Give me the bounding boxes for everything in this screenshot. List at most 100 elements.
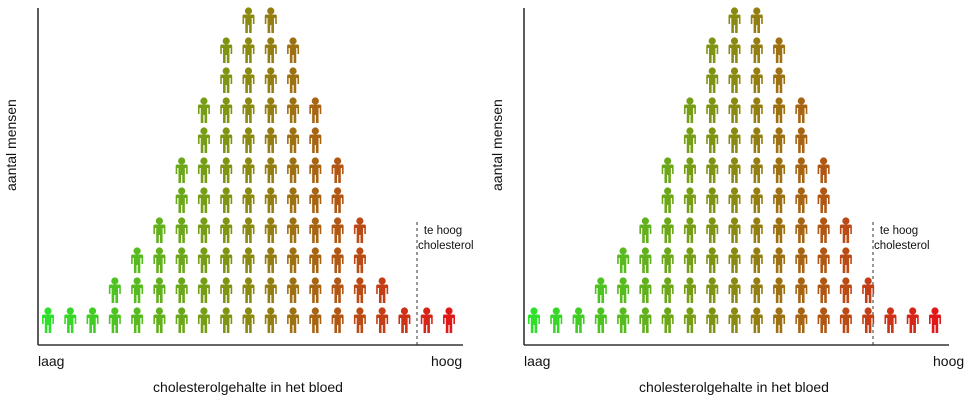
person-icon <box>287 97 300 123</box>
person-icon <box>661 277 674 303</box>
person-icon <box>197 97 210 123</box>
person-icon <box>706 307 719 333</box>
annotation-line-2: cholesterol <box>418 240 474 252</box>
person-icon <box>750 307 763 333</box>
person-icon <box>817 187 830 213</box>
person-icon <box>197 307 210 333</box>
x-axis-low-label: laag <box>38 353 65 369</box>
person-icon <box>331 217 344 243</box>
person-icon <box>750 217 763 243</box>
person-icon <box>443 307 455 333</box>
person-icon <box>331 157 344 183</box>
person-icon <box>773 307 786 333</box>
person-icon <box>242 157 255 183</box>
person-icon <box>242 277 255 303</box>
person-icon <box>773 127 786 153</box>
person-icon <box>706 67 719 93</box>
person-icon <box>683 307 696 333</box>
person-icon <box>175 217 188 243</box>
person-icon <box>728 307 741 333</box>
person-icon <box>839 247 852 273</box>
person-icon <box>175 307 188 333</box>
person-icon <box>42 307 54 333</box>
person-icon <box>750 187 763 213</box>
cutoff-annotation: te hoog cholesterol <box>874 224 930 254</box>
person-icon <box>197 277 210 303</box>
annotation-line-1: te hoog <box>879 225 919 237</box>
people-group <box>42 7 455 333</box>
x-axis-low-label: laag <box>524 353 551 369</box>
person-icon <box>309 157 322 183</box>
person-icon <box>706 247 719 273</box>
person-icon <box>220 247 233 273</box>
person-icon <box>773 37 786 63</box>
person-icon <box>287 157 300 183</box>
person-icon <box>220 277 233 303</box>
person-icon <box>331 187 344 213</box>
person-icon <box>420 307 433 333</box>
person-icon <box>929 307 941 333</box>
person-icon <box>639 217 652 243</box>
person-icon <box>683 127 696 153</box>
person-icon <box>773 247 786 273</box>
annotation-line-1: te hoog <box>423 225 463 237</box>
person-icon <box>528 307 540 333</box>
person-icon <box>728 7 741 33</box>
person-icon <box>242 7 255 33</box>
person-icon <box>862 307 875 333</box>
person-icon <box>287 37 300 63</box>
person-icon <box>131 277 144 303</box>
person-icon <box>242 187 255 213</box>
person-icon <box>773 97 786 123</box>
person-icon <box>353 247 366 273</box>
person-icon <box>839 307 852 333</box>
person-icon <box>242 97 255 123</box>
person-icon <box>817 217 830 243</box>
person-icon <box>309 307 322 333</box>
person-icon <box>639 247 652 273</box>
person-icon <box>131 247 144 273</box>
person-icon <box>661 187 674 213</box>
person-icon <box>175 247 188 273</box>
person-icon <box>728 67 741 93</box>
person-icon <box>309 277 322 303</box>
chart-panel-left: aantal mensen laag hoog cholesterolgehal… <box>3 7 474 395</box>
person-icon <box>264 97 277 123</box>
person-icon <box>197 127 210 153</box>
person-icon <box>175 157 188 183</box>
person-icon <box>750 7 763 33</box>
person-icon <box>242 37 255 63</box>
person-icon <box>706 157 719 183</box>
person-icon <box>264 67 277 93</box>
person-icon <box>197 157 210 183</box>
person-icon <box>287 127 300 153</box>
person-icon <box>264 217 277 243</box>
person-icon <box>353 307 366 333</box>
person-icon <box>795 307 808 333</box>
person-icon <box>750 247 763 273</box>
person-icon <box>353 217 366 243</box>
person-icon <box>220 127 233 153</box>
person-icon <box>706 127 719 153</box>
x-axis-high-label: hoog <box>933 353 965 369</box>
person-icon <box>795 127 808 153</box>
person-icon <box>750 277 763 303</box>
person-icon <box>773 217 786 243</box>
person-icon <box>264 157 277 183</box>
person-icon <box>242 307 255 333</box>
annotation-line-2: cholesterol <box>874 240 930 252</box>
person-icon <box>728 157 741 183</box>
person-icon <box>353 277 366 303</box>
person-icon <box>773 277 786 303</box>
person-icon <box>661 157 674 183</box>
person-icon <box>309 187 322 213</box>
person-icon <box>795 247 808 273</box>
person-icon <box>617 277 630 303</box>
person-icon <box>572 307 585 333</box>
person-icon <box>309 247 322 273</box>
person-icon <box>706 217 719 243</box>
person-icon <box>376 307 389 333</box>
person-icon <box>108 277 121 303</box>
person-icon <box>86 307 99 333</box>
person-icon <box>264 277 277 303</box>
